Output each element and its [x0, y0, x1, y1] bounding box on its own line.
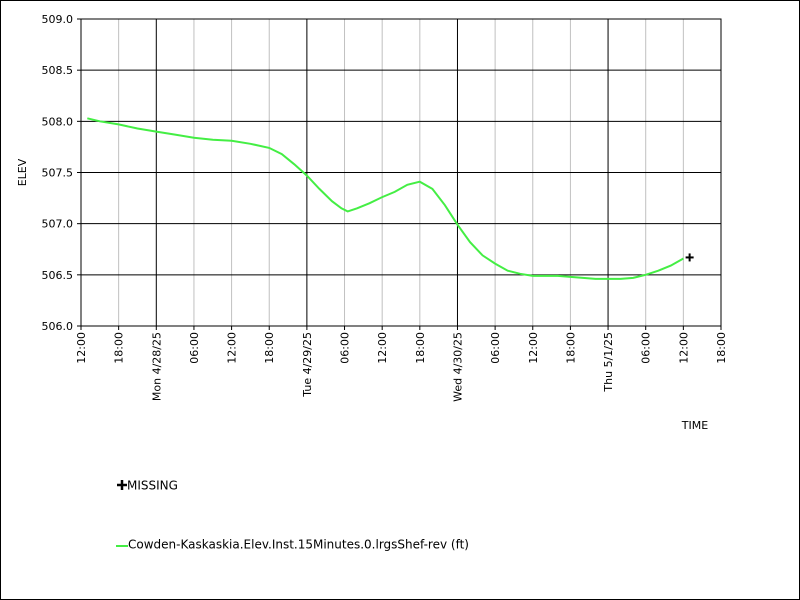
x-tick-label: 12:00: [376, 332, 389, 364]
x-axis-label: TIME: [681, 419, 708, 432]
y-axis-label: ELEV: [16, 158, 29, 186]
x-tick-label: 06:00: [339, 332, 352, 364]
x-tick-label: 06:00: [640, 332, 653, 364]
x-tick-label: 18:00: [113, 332, 126, 364]
x-tick-label: 12:00: [226, 332, 239, 364]
legend-series: Cowden-Kaskaskia.Elev.Inst.15Minutes.0.l…: [116, 537, 469, 552]
missing-marker: [685, 253, 694, 262]
x-tick-label: 12:00: [677, 332, 690, 364]
x-tick-label: 12:00: [75, 332, 88, 364]
x-tick-label: Wed 4/30/25: [451, 332, 464, 402]
x-tick-label: 06:00: [188, 332, 201, 364]
legend-missing: MISSING: [117, 478, 178, 493]
x-tick-label: 18:00: [564, 332, 577, 364]
x-tick-label: Tue 4/29/25: [301, 332, 314, 398]
x-tick-label: 12:00: [527, 332, 540, 364]
cross-marker-icon: [117, 479, 127, 493]
y-tick-label: 509.0: [42, 13, 74, 26]
x-tick-label: 06:00: [489, 332, 502, 364]
x-tick-label: Mon 4/28/25: [150, 332, 163, 401]
legend-series-label: Cowden-Kaskaskia.Elev.Inst.15Minutes.0.l…: [128, 537, 469, 552]
line-swatch-icon: [116, 538, 128, 552]
y-tick-label: 507.5: [42, 167, 74, 180]
x-tick-label: 18:00: [263, 332, 276, 364]
x-tick-label: Thu 5/1/25: [602, 332, 615, 393]
x-tick-label: 18:00: [715, 332, 728, 364]
y-tick-label: 506.5: [42, 269, 74, 282]
y-tick-label: 507.0: [42, 218, 74, 231]
y-tick-label: 508.0: [42, 115, 74, 128]
legend-missing-label: MISSING: [127, 478, 178, 493]
y-tick-label: 508.5: [42, 64, 74, 77]
series-line: [87, 117, 684, 280]
y-tick-label: 506.0: [42, 320, 74, 333]
x-tick-label: 18:00: [414, 332, 427, 364]
